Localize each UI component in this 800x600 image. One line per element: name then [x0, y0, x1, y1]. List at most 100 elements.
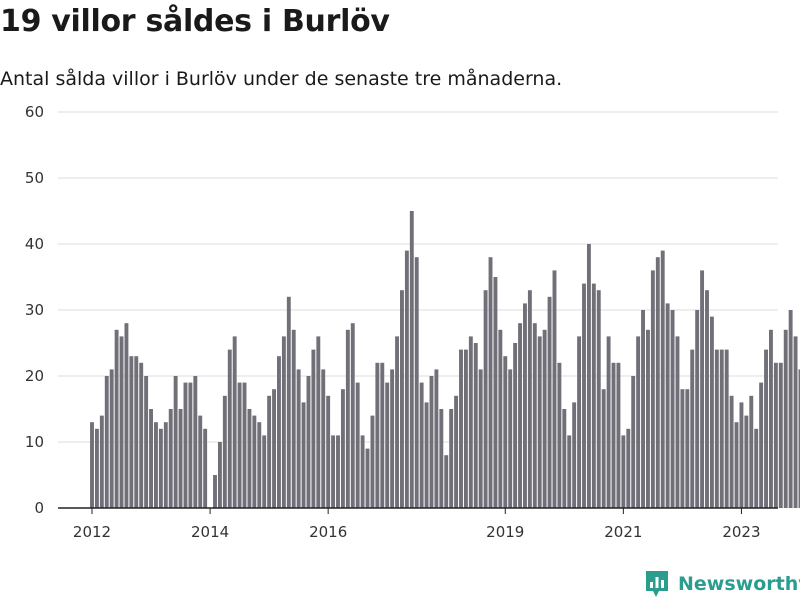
bar: [355, 382, 360, 508]
bar: [213, 475, 217, 508]
bar: [498, 329, 503, 508]
bar: [345, 329, 350, 508]
bar: [390, 369, 395, 508]
bar: [700, 270, 705, 508]
bar: [621, 435, 626, 508]
bar: [311, 349, 316, 508]
bar: [277, 356, 281, 508]
y-tick-label: 40: [25, 235, 44, 253]
bar: [483, 290, 488, 508]
bars: [90, 211, 800, 508]
bar: [385, 382, 390, 508]
bar: [532, 323, 537, 508]
bar: [198, 415, 203, 508]
bar: [685, 389, 690, 508]
bar: [744, 415, 749, 508]
bar: [242, 382, 247, 508]
bar: [537, 336, 542, 508]
bar: [586, 244, 591, 508]
tick-labels: 0102030405060192012201420162019202120232…: [25, 103, 761, 541]
bar: [611, 362, 616, 508]
bar: [375, 362, 380, 508]
bar: [119, 336, 124, 508]
bar: [336, 435, 340, 508]
bar: [262, 435, 267, 508]
bar: [724, 349, 729, 508]
bar: [222, 395, 227, 508]
bar: [400, 290, 404, 508]
bar: [523, 303, 527, 508]
bar: [301, 402, 306, 508]
y-tick-label: 20: [25, 367, 44, 385]
bar: [449, 409, 454, 508]
bar: [788, 310, 793, 508]
bar: [163, 422, 168, 508]
bar: [429, 376, 434, 508]
bar: [459, 349, 463, 508]
bar: [360, 435, 365, 508]
bar: [527, 290, 532, 508]
bar: [129, 356, 134, 508]
bar: [188, 382, 193, 508]
bar: [380, 362, 385, 508]
bar: [99, 415, 104, 508]
bar: [370, 415, 375, 508]
brand-name: Newsworthy: [678, 573, 800, 595]
bar: [227, 349, 232, 508]
bar: [178, 409, 183, 508]
bar: [365, 448, 370, 508]
bar: [217, 442, 222, 508]
y-tick-label: 30: [25, 301, 44, 319]
bar: [419, 382, 424, 508]
bar: [257, 422, 262, 508]
bar: [680, 389, 685, 508]
axes: [58, 507, 778, 514]
bar: [468, 336, 473, 508]
bar: [714, 349, 719, 508]
bar: [478, 369, 483, 508]
bar: [272, 389, 276, 508]
bar: [646, 329, 650, 508]
y-tick-label: 0: [34, 499, 44, 517]
brand-logo: Newsworthy: [644, 568, 800, 600]
bar: [109, 369, 114, 508]
x-tick-label: 2016: [309, 523, 347, 541]
bar: [203, 428, 208, 508]
bar-chart: 0102030405060192012201420162019202120232…: [25, 103, 800, 541]
bar: [793, 336, 798, 508]
bar: [665, 303, 670, 508]
bar: [286, 296, 291, 508]
bar: [395, 336, 399, 508]
bar: [444, 455, 449, 508]
bar: [567, 435, 572, 508]
bar: [557, 362, 562, 508]
bar: [552, 270, 557, 508]
bar: [778, 362, 783, 508]
newsworthy-logo-icon: [646, 571, 668, 597]
bar: [154, 422, 158, 508]
bar: [252, 415, 257, 508]
bar: [690, 349, 695, 508]
bar: [306, 376, 311, 508]
bar: [193, 376, 198, 508]
bar: [631, 376, 636, 508]
bar: [134, 356, 139, 508]
bar: [591, 283, 596, 508]
bar: [783, 329, 788, 508]
bar: [331, 435, 336, 508]
y-tick-label: 10: [25, 433, 44, 451]
bar: [173, 376, 178, 508]
bar: [562, 409, 567, 508]
bar: [104, 376, 109, 508]
bar: [641, 310, 645, 508]
bar: [547, 296, 552, 508]
y-tick-label: 60: [25, 103, 44, 121]
bar: [267, 395, 272, 508]
bar: [729, 395, 734, 508]
bar: [237, 382, 242, 508]
bar: [655, 257, 660, 508]
y-tick-label: 50: [25, 169, 44, 187]
bar: [773, 362, 778, 508]
bar: [749, 395, 754, 508]
bar: [636, 336, 641, 508]
